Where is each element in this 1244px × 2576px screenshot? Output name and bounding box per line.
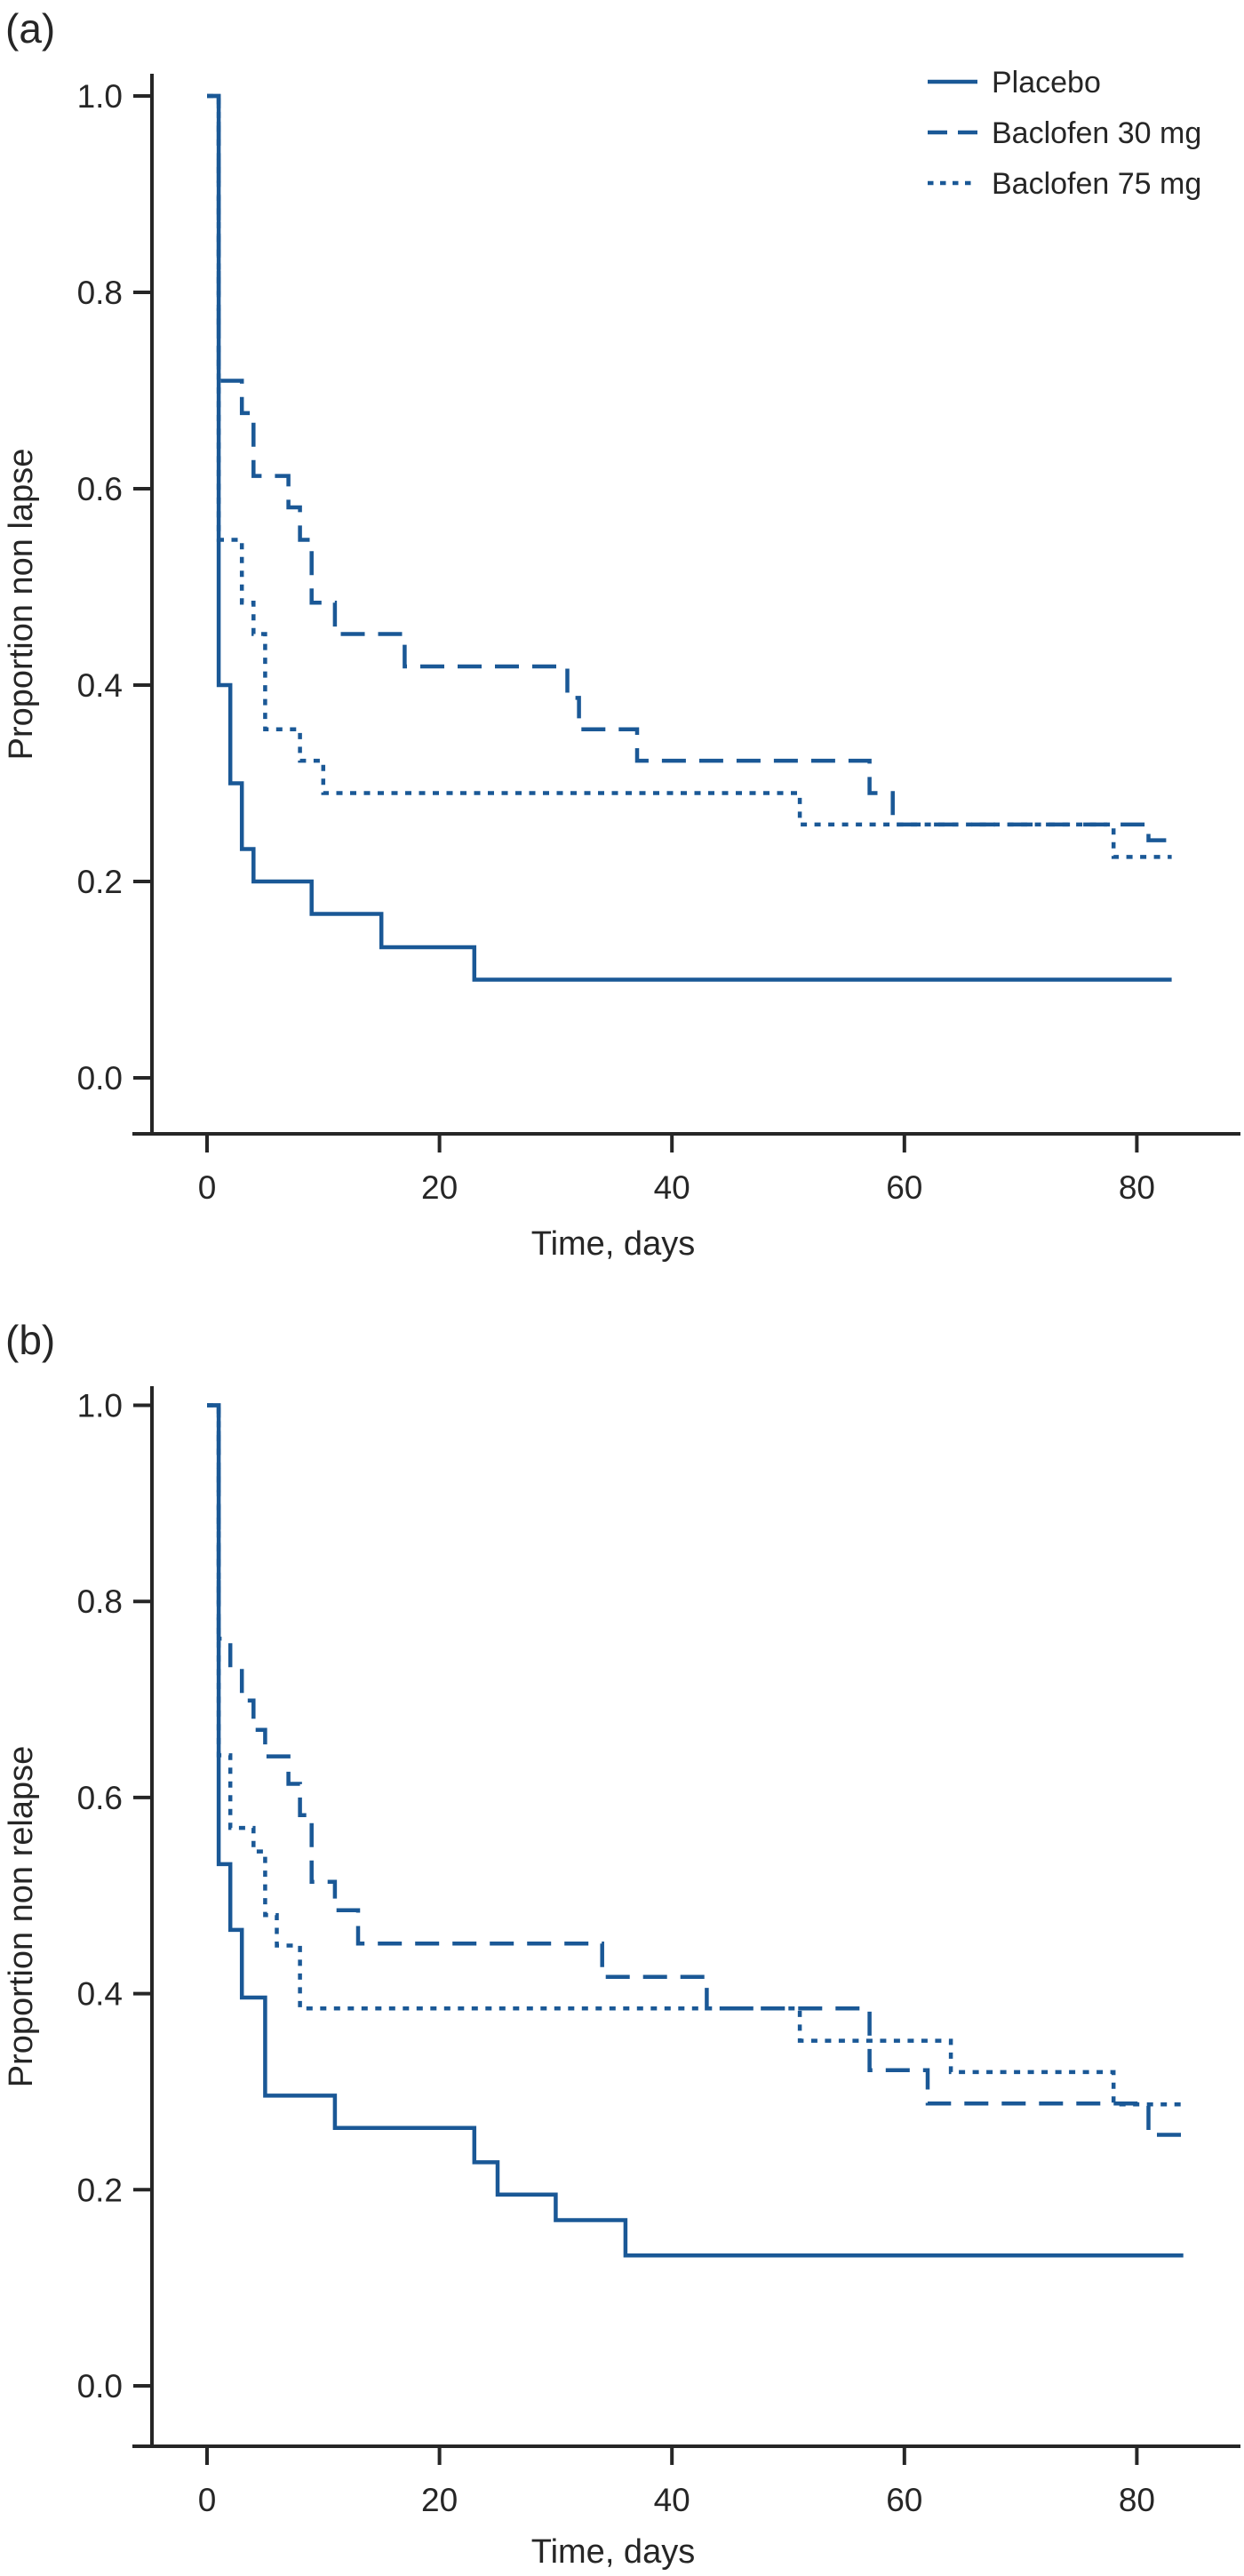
y-tick-label: 0.8 [77, 1583, 123, 1620]
x-tick-label: 80 [1119, 1169, 1155, 1206]
y-axis-title: Proportion non lapse [3, 449, 40, 761]
legend: Placebo Baclofen 30 mg Baclofen 75 mg [928, 66, 1201, 201]
y-tick-label: 0.0 [77, 1060, 123, 1097]
y-tick-label: 0.6 [77, 1780, 123, 1816]
series-baclofen-30-mg-line [207, 1403, 1184, 2137]
y-tick-label: 0.6 [77, 471, 123, 507]
y-tick-label: 0.4 [77, 667, 123, 704]
y-tick-label: 0.2 [77, 864, 123, 900]
panel-letter: (a) [5, 5, 55, 52]
series-placebo-line [207, 1403, 1184, 2258]
y-tick-label: 0.0 [77, 2368, 123, 2405]
series-baclofen-75-mg-line [207, 1403, 1184, 2107]
legend-label: Placebo [992, 66, 1101, 100]
x-tick-label: 40 [654, 2482, 690, 2518]
legend-label: Baclofen 75 mg [992, 167, 1201, 201]
x-tick-label: 0 [198, 1169, 217, 1206]
series-baclofen-30-mg-line [207, 93, 1172, 842]
panel-a: (a) 0.0 0.2 0.4 0.6 0.8 1.0 0 20 40 60 80 Time, days… [3, 5, 1240, 1263]
y-tick-label: 0.4 [77, 1976, 123, 2013]
panel-b: (b) 0.0 0.2 0.4 0.6 0.8 1.0 0 20 40 60 80 Time, days… [3, 1317, 1240, 2571]
series-placebo-line [207, 93, 1172, 982]
y-tick-label: 0.8 [77, 275, 123, 311]
legend-item: Baclofen 75 mg [928, 167, 1201, 201]
legend-item: Baclofen 30 mg [928, 116, 1201, 150]
legend-label: Baclofen 30 mg [992, 116, 1201, 150]
y-tick-label: 0.2 [77, 2172, 123, 2208]
x-axis-title: Time, days [531, 1225, 695, 1263]
x-tick-label: 0 [198, 2482, 217, 2518]
y-tick-label: 1.0 [77, 1388, 123, 1424]
x-tick-label: 20 [421, 1169, 458, 1206]
x-tick-label: 20 [421, 2482, 458, 2518]
x-tick-label: 60 [886, 2482, 922, 2518]
x-axis-title: Time, days [531, 2533, 695, 2571]
legend-item: Placebo [928, 66, 1101, 100]
y-axis-title: Proportion non relapse [3, 1746, 40, 2087]
y-tick-label: 1.0 [77, 78, 123, 115]
x-tick-label: 80 [1119, 2482, 1155, 2518]
panel-letter: (b) [5, 1317, 55, 1363]
series-baclofen-75-mg-line [207, 93, 1172, 859]
x-tick-label: 60 [886, 1169, 922, 1206]
x-tick-label: 40 [654, 1169, 690, 1206]
